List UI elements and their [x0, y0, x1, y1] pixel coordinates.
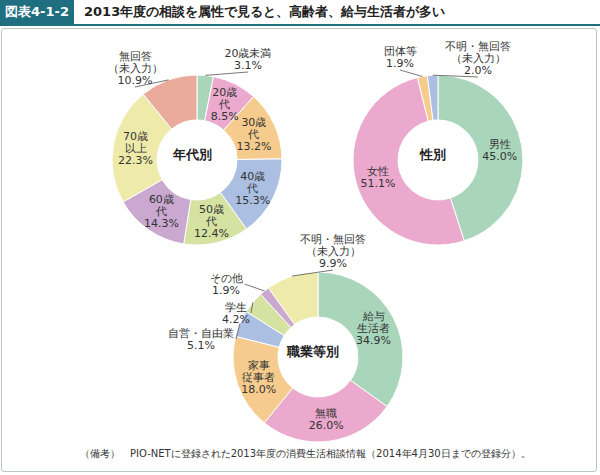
svg-text:不明・無回答（未入力）2.0%: 不明・無回答（未入力）2.0%	[445, 40, 511, 77]
svg-text:給与生活者34.9%: 給与生活者34.9%	[356, 310, 391, 347]
svg-text:不明・無回答（未入力）9.9%: 不明・無回答（未入力）9.9%	[300, 233, 366, 270]
html-text:2013年度の相談を属性で見ると、高齢者、給与生活者が多い: 2013年度の相談を属性で見ると、高齢者、給与生活者が多い	[84, 4, 446, 19]
svg-text:50歳代12.4%: 50歳代12.4%	[194, 203, 229, 240]
html-text:（備考） PIO-NETに登録された2013年度の消費生活相: （備考） PIO-NETに登録された2013年度の消費生活相談情報（2014年4…	[80, 448, 531, 459]
svg-text:無回答（未入力）10.9%: 無回答（未入力）10.9%	[108, 50, 163, 87]
svg-text:家事従事者18.0%: 家事従事者18.0%	[241, 359, 276, 396]
svg-text:60歳代14.3%: 60歳代14.3%	[144, 193, 179, 230]
svg-text:その他1.9%: その他1.9%	[210, 272, 243, 297]
svg-text:男性45.0%: 男性45.0%	[482, 138, 517, 163]
svg-text:女性51.1%: 女性51.1%	[360, 165, 395, 190]
svg-text:20歳代8.5%: 20歳代8.5%	[211, 86, 239, 123]
svg-text:学生4.2%: 学生4.2%	[222, 301, 250, 326]
svg-text:無職26.0%: 無職26.0%	[309, 407, 344, 432]
svg-text:20歳未満3.1%: 20歳未満3.1%	[225, 47, 272, 72]
html-text:図表4-1-2: 図表4-1-2	[5, 4, 69, 19]
html-text:性別: 性別	[420, 147, 446, 162]
html-text:年代別: 年代別	[172, 147, 212, 162]
svg-text:30歳代13.2%: 30歳代13.2%	[236, 116, 271, 153]
svg-text:団体等1.9%: 団体等1.9%	[384, 45, 417, 70]
svg-text:40歳代15.3%: 40歳代15.3%	[235, 170, 270, 207]
svg-text:自営・自由業5.1%: 自営・自由業5.1%	[168, 327, 234, 352]
html-text:職業等別: 職業等別	[287, 344, 339, 359]
svg-text:70歳以上22.3%: 70歳以上22.3%	[118, 130, 153, 167]
